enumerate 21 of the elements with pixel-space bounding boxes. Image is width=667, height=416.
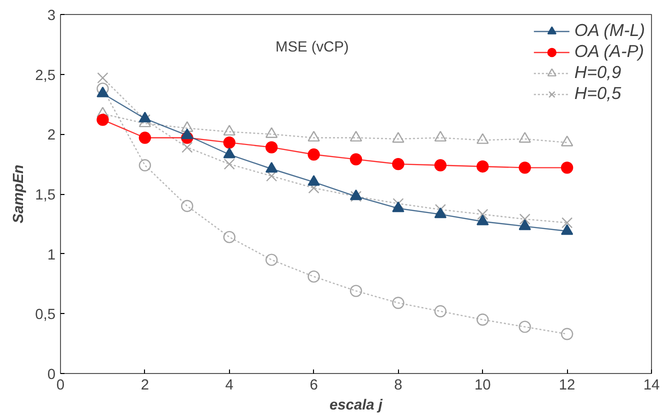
y-tick-label: 2	[47, 128, 56, 144]
y-tick-label: 3	[47, 8, 56, 24]
y-tick-label: 0,5	[35, 307, 56, 324]
x-tick-label: 10	[474, 378, 491, 394]
x-tick-label: 12	[558, 378, 576, 394]
y-tick-label: 1	[47, 247, 56, 264]
legend-label: OA (M-L)	[574, 20, 645, 41]
y-tick-label: 1,5	[35, 188, 56, 204]
x-tick-label: 14	[643, 378, 660, 394]
y-axis-title: SampEn	[11, 164, 28, 224]
legend-label: H=0,9	[574, 62, 622, 83]
x-axis-title: escala j	[330, 398, 384, 414]
y-tick-label: 0	[47, 367, 56, 383]
x-tick-label: 2	[140, 378, 150, 394]
text: MSE (vCP)	[276, 40, 349, 56]
x-tick-label: 8	[394, 378, 402, 394]
x-tick-label: 4	[225, 378, 234, 394]
legend-label: H=0,5	[574, 83, 622, 104]
legend-label: OA (A-P)	[574, 41, 644, 62]
y-tick-label: 2,5	[35, 68, 56, 84]
x-tick-label: 6	[310, 378, 318, 394]
